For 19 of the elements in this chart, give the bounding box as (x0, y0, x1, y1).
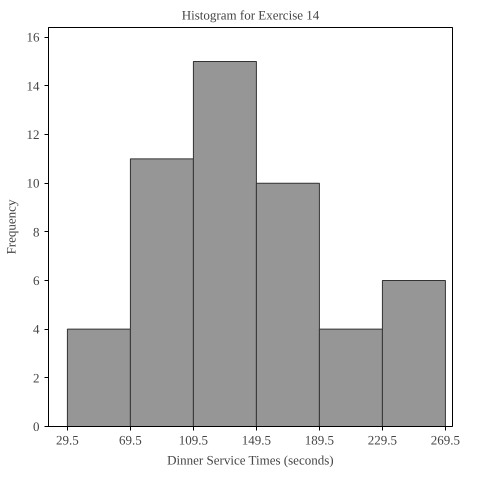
y-axis-title: Frequency (4, 199, 18, 254)
y-tick-label: 2 (33, 370, 40, 386)
y-tick-label: 16 (26, 30, 40, 45)
x-axis-title: Dinner Service Times (seconds) (167, 452, 334, 468)
y-tick-label: 0 (33, 419, 40, 434)
x-tick-label: 109.5 (178, 432, 208, 448)
y-tick-label: 6 (33, 273, 40, 288)
y-tick-label: 14 (26, 78, 40, 94)
y-tick-label: 12 (26, 127, 40, 142)
x-tick-label: 29.5 (56, 432, 79, 448)
x-tick-label: 189.5 (304, 432, 334, 448)
x-tick-label: 69.5 (119, 432, 142, 448)
x-tick-label: 229.5 (368, 432, 398, 448)
y-tick-label: 10 (26, 176, 40, 191)
x-tick-label: 269.5 (430, 432, 460, 448)
x-tick-label: 149.5 (242, 432, 272, 448)
chart-title: Histogram for Exercise 14 (182, 8, 320, 22)
y-tick-label: 8 (33, 224, 40, 240)
y-tick-label: 4 (33, 322, 40, 337)
